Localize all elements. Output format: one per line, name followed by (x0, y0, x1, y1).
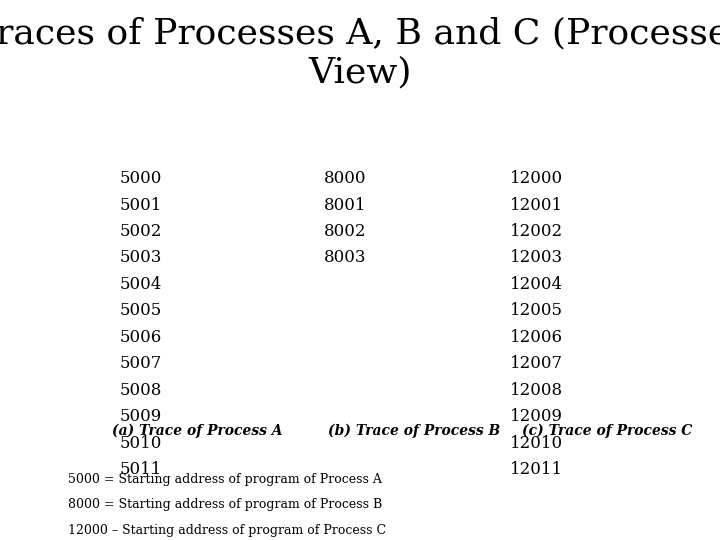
Text: 5011: 5011 (120, 461, 161, 478)
Text: 12000 – Starting address of program of Process C: 12000 – Starting address of program of P… (68, 524, 387, 537)
Text: (b) Trace of Process B: (b) Trace of Process B (328, 424, 500, 438)
Text: Traces of Processes A, B and C (Processes
View): Traces of Processes A, B and C (Processe… (0, 16, 720, 90)
Text: 12006: 12006 (510, 329, 563, 346)
Text: 5009: 5009 (120, 408, 161, 425)
Text: 12005: 12005 (510, 302, 563, 319)
Text: 8002: 8002 (324, 223, 367, 240)
Text: 12004: 12004 (510, 276, 563, 293)
Text: 5001: 5001 (120, 197, 161, 213)
Text: 5008: 5008 (120, 382, 161, 399)
Text: 5010: 5010 (120, 435, 161, 451)
Text: 12011: 12011 (510, 461, 563, 478)
Text: 12001: 12001 (510, 197, 563, 213)
Text: 12009: 12009 (510, 408, 563, 425)
Text: 5003: 5003 (120, 249, 161, 266)
Text: 12003: 12003 (510, 249, 563, 266)
Text: 5007: 5007 (120, 355, 161, 372)
Text: 12007: 12007 (510, 355, 563, 372)
Text: 12008: 12008 (510, 382, 563, 399)
Text: 8003: 8003 (324, 249, 367, 266)
Text: 5006: 5006 (120, 329, 161, 346)
Text: 8001: 8001 (324, 197, 367, 213)
Text: 5004: 5004 (120, 276, 161, 293)
Text: 5005: 5005 (120, 302, 161, 319)
Text: 12002: 12002 (510, 223, 563, 240)
Text: (c) Trace of Process C: (c) Trace of Process C (522, 424, 692, 438)
Text: 12000: 12000 (510, 170, 563, 187)
Text: (a) Trace of Process A: (a) Trace of Process A (112, 424, 282, 438)
Text: 12010: 12010 (510, 435, 563, 451)
Text: 8000: 8000 (324, 170, 367, 187)
Text: 5000: 5000 (120, 170, 161, 187)
Text: 5002: 5002 (120, 223, 161, 240)
Text: 8000 = Starting address of program of Process B: 8000 = Starting address of program of Pr… (68, 498, 382, 511)
Text: 5000 = Starting address of program of Process A: 5000 = Starting address of program of Pr… (68, 472, 382, 485)
